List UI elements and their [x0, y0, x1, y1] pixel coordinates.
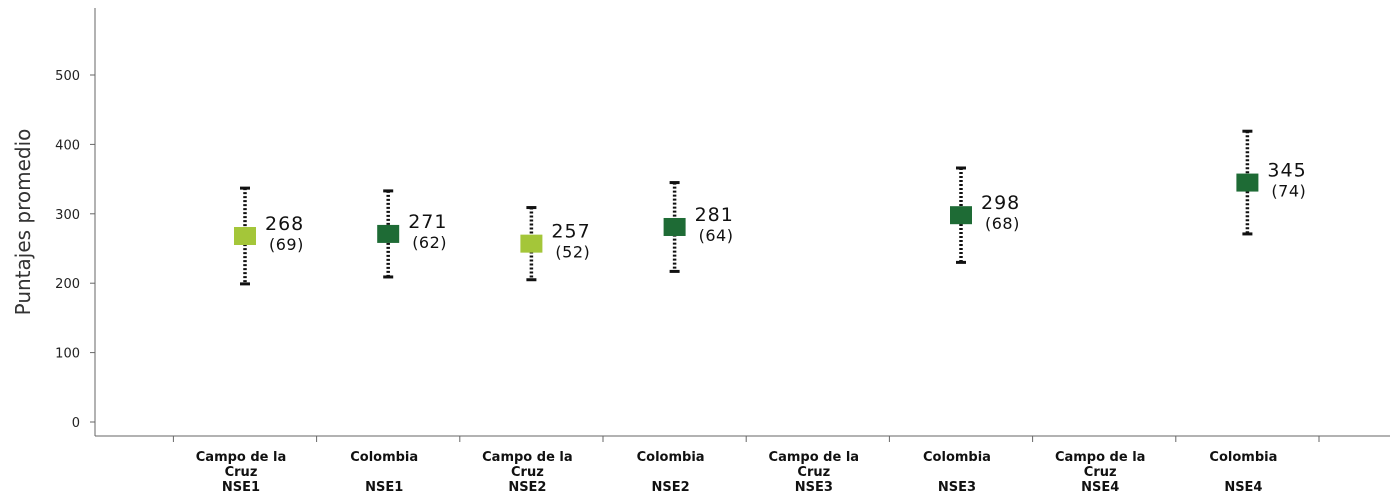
x-tick-label: Campo de la [196, 450, 287, 465]
mean-value-label: 268 [265, 213, 304, 235]
x-tick-label: Campo de la [1055, 450, 1146, 465]
y-tick-label: 500 [55, 69, 80, 84]
x-tick-label: Cruz [1084, 465, 1117, 480]
sd-value-label: (64) [699, 226, 734, 245]
x-tick-label: Cruz [797, 465, 830, 480]
y-ticks: 0 100 200 300 400 500 [55, 69, 95, 431]
mean-marker [377, 224, 400, 243]
x-tick-label: NSE1 [365, 480, 403, 495]
sd-value-label: (62) [412, 233, 447, 252]
axes [94, 8, 1390, 437]
sd-value-label: (74) [1271, 182, 1306, 201]
y-tick-label: 400 [55, 138, 80, 153]
x-tick-label: Colombia [923, 450, 991, 465]
sd-value-label: (68) [985, 214, 1020, 233]
x-tick-label: Campo de la [482, 450, 573, 465]
mean-marker [234, 227, 256, 246]
x-tick-label: Colombia [350, 450, 418, 465]
y-tick-label: 100 [55, 347, 80, 362]
mean-marker [663, 217, 686, 236]
mean-marker [1236, 173, 1259, 192]
x-tick-label: Campo de la [769, 450, 860, 465]
data-marks: 268(69) 271(62) 257(52) 281(64) 298(68) 345(7… [234, 129, 1306, 286]
y-tick-label: 200 [55, 277, 80, 292]
mean-marker [520, 234, 543, 253]
mean-value-label: 298 [981, 192, 1020, 214]
x-tick-label: NSE3 [795, 480, 833, 495]
mean-value-label: 345 [1267, 160, 1306, 182]
mean-value-label: 257 [551, 221, 590, 243]
mean-value-label: 281 [695, 204, 734, 226]
sd-value-label: (69) [269, 235, 304, 254]
x-tick-label: Cruz [225, 465, 258, 480]
x-tick-label: NSE2 [508, 480, 546, 495]
x-tick-label: NSE4 [1224, 480, 1262, 495]
mean-marker [950, 206, 972, 225]
sd-value-label: (52) [555, 243, 590, 262]
y-tick-label: 300 [55, 208, 80, 223]
x-tick-label: NSE2 [652, 480, 690, 495]
x-tick-label: Colombia [1209, 450, 1277, 465]
x-tick-label: Cruz [511, 465, 544, 480]
mean-value-label: 271 [408, 211, 447, 233]
x-tick-label: NSE4 [1081, 480, 1119, 495]
y-axis-label: Puntajes promedio [11, 129, 35, 316]
x-tick-label: NSE1 [222, 480, 260, 495]
x-tick-label: NSE3 [938, 480, 976, 495]
y-tick-label: 0 [72, 416, 80, 431]
x-tick-label: Colombia [637, 450, 705, 465]
